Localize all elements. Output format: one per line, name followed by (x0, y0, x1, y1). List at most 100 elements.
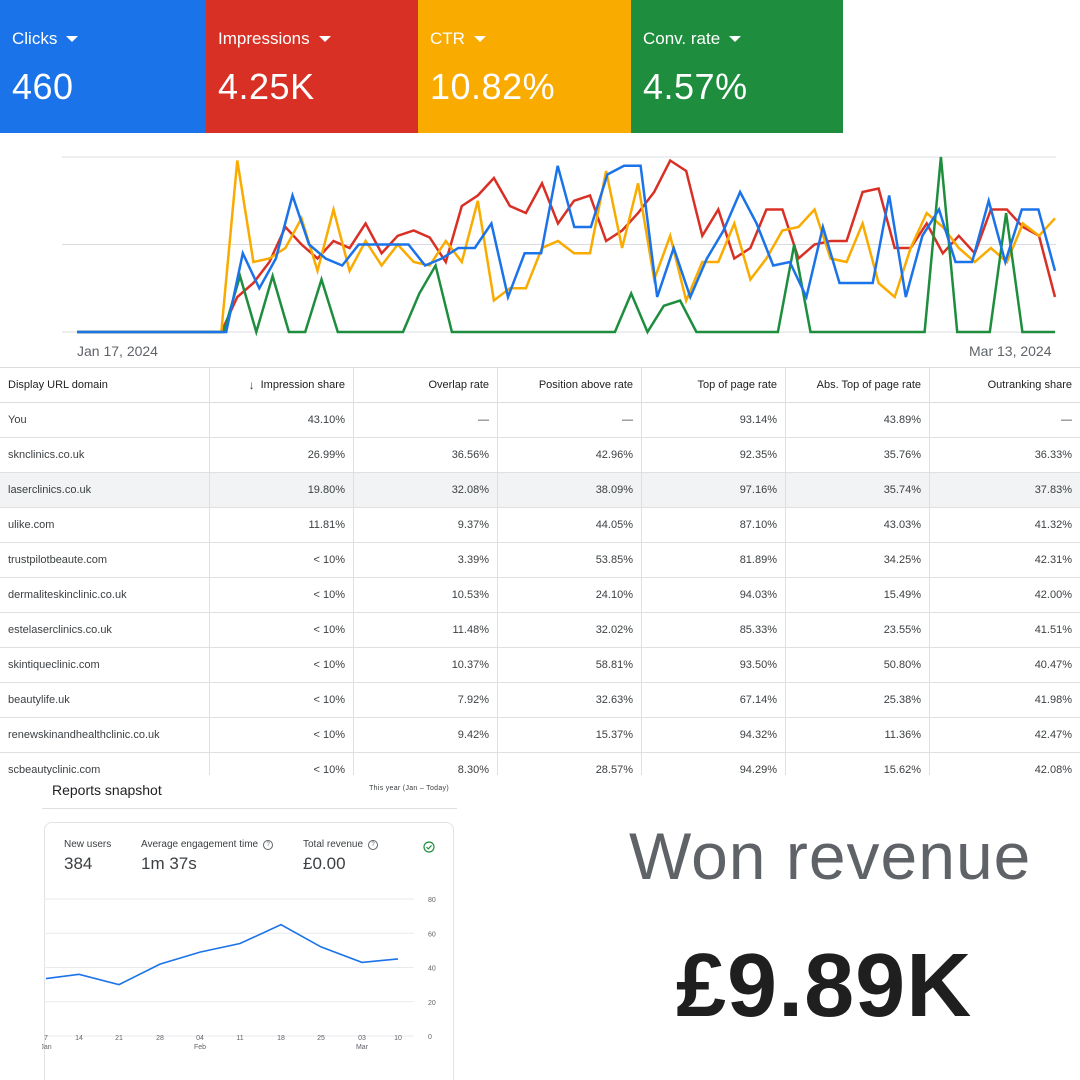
x-tick-label: 10 (394, 1035, 402, 1042)
value-cell: 15.62% (786, 753, 930, 775)
value-cell: 36.56% (354, 438, 498, 472)
column-header-position-above-rate[interactable]: Position above rate (498, 368, 642, 402)
value-cell: 50.80% (786, 648, 930, 682)
sort-arrow-down-icon[interactable]: ↓ (248, 378, 255, 392)
value-cell: 42.31% (1034, 554, 1072, 566)
help-icon[interactable]: ? (263, 839, 274, 850)
table-row[interactable]: trustpilotbeaute.com < 10% 3.39% 53.85% 81.8… (0, 543, 1080, 578)
value-cell: 32.63% (498, 683, 642, 717)
metric-label: Conv. rate (643, 29, 721, 48)
metric-value: 460 (12, 66, 74, 107)
metric-cards: Clicks 460 Impressions 4.25K CTR 10.82% … (0, 0, 843, 133)
metric-card-conv-rate[interactable]: Conv. rate 4.57% (631, 0, 843, 133)
value-cell: 53.85% (498, 543, 642, 577)
value-cell: 32.02% (498, 613, 642, 647)
metric-card-impressions[interactable]: Impressions 4.25K (206, 0, 418, 133)
value-cell: < 10% (210, 543, 354, 577)
metric-value: £0.00 (303, 854, 346, 873)
metric-card-clicks[interactable]: Clicks 460 (0, 0, 206, 133)
value-cell: 3.39% (354, 543, 498, 577)
metric-label: New users (64, 839, 112, 850)
value-cell: — (354, 403, 498, 437)
x-tick-label: 25 (317, 1035, 325, 1042)
column-header-abs-top-of-page-rate[interactable]: Abs. Top of page rate (786, 368, 930, 402)
table-row[interactable]: skintiqueclinic.com < 10% 10.37% 58.81% 93.5… (0, 648, 1080, 683)
value-cell: 41.98% (1034, 694, 1072, 706)
table-row[interactable]: sknclinics.co.uk 26.99% 36.56% 42.96% 92.35%… (0, 438, 1080, 473)
table-row[interactable]: scbeautyclinic.com < 10% 8.30% 28.57% 94.29%… (0, 753, 1080, 775)
table-row[interactable]: laserclinics.co.uk 19.80% 32.08% 38.09% 97.1… (0, 473, 1080, 508)
value-cell: 28.57% (498, 753, 642, 775)
column-header-top-of-page-rate[interactable]: Top of page rate (642, 368, 786, 402)
series-line-clicks (77, 164, 1057, 334)
metric-total-revenue[interactable]: Total revenue? £0.00 (303, 839, 379, 874)
value-cell: 9.42% (354, 718, 498, 752)
value-cell: 92.35% (642, 438, 786, 472)
value-cell: 93.14% (642, 403, 786, 437)
table-row[interactable]: beautylife.uk < 10% 7.92% 32.63% 67.14% 25.38… (0, 683, 1080, 718)
value-cell: 94.29% (642, 753, 786, 775)
metric-new-users[interactable]: New users 384 (64, 839, 111, 874)
value-cell: < 10% (210, 683, 354, 717)
table-row[interactable]: dermaliteskinclinic.co.uk < 10% 10.53% 24.1… (0, 578, 1080, 613)
value-cell: — (1061, 414, 1072, 426)
table-row[interactable]: renewskinandhealthclinic.co.uk < 10% 9.42%… (0, 718, 1080, 753)
y-tick-label: 0 (428, 1034, 432, 1041)
help-icon[interactable]: ? (368, 839, 379, 850)
value-cell: < 10% (210, 753, 354, 775)
x-tick-label: 21 (115, 1035, 123, 1042)
x-tick-label: 11 (236, 1035, 243, 1042)
column-header-overlap-rate[interactable]: Overlap rate (354, 368, 498, 402)
series-line-impressions (77, 158, 1057, 334)
value-cell: 32.08% (354, 473, 498, 507)
series-line-ctr (77, 160, 1056, 334)
value-cell: < 10% (210, 718, 354, 752)
x-tick-label: 03 (358, 1035, 366, 1042)
value-cell: 34.25% (786, 543, 930, 577)
x-tick-sublabel: Jan (42, 1044, 52, 1051)
value-cell: 94.03% (642, 578, 786, 612)
x-tick-label: 18 (277, 1035, 285, 1042)
snapshot-card: New users 384 Average engagement time? 1… (44, 822, 454, 1080)
table-row[interactable]: estelaserclinics.co.uk < 10% 11.48% 32.02% 8… (0, 613, 1080, 648)
caret-down-icon[interactable] (66, 36, 79, 42)
performance-line-chart (62, 156, 1057, 337)
caret-down-icon[interactable] (473, 36, 486, 42)
metric-avg-engagement[interactable]: Average engagement time? 1m 37s (141, 839, 274, 874)
metric-value: 10.82% (430, 66, 556, 107)
value-cell: 40.47% (1034, 659, 1072, 671)
table-row[interactable]: You 43.10% — —93.14% 43.89% — (0, 403, 1080, 438)
metric-label: Impressions (218, 29, 310, 48)
metric-label: Clicks (12, 29, 58, 48)
x-tick-label: 7 (44, 1035, 48, 1042)
x-axis-start-label: Jan 17, 2024 (77, 343, 158, 359)
reports-snapshot-panel: Reports snapshot This year (Jan – Today)… (42, 776, 457, 1080)
domain-cell: trustpilotbeaute.com (0, 543, 210, 577)
value-cell: 58.81% (498, 648, 642, 682)
x-tick-sublabel: Mar (356, 1044, 369, 1051)
series-line-conv-rate (77, 156, 1055, 337)
value-cell: 43.89% (786, 403, 930, 437)
y-tick-label: 40 (428, 966, 436, 973)
metric-label: CTR (430, 29, 465, 48)
column-header-outranking-share[interactable]: Outranking share (987, 379, 1072, 391)
value-cell: 15.49% (786, 578, 930, 612)
value-cell: 41.51% (1034, 624, 1072, 636)
metric-card-ctr[interactable]: CTR 10.82% (418, 0, 631, 133)
value-cell: 42.96% (498, 438, 642, 472)
date-range-selector[interactable]: This year (Jan – Today) (369, 785, 449, 792)
x-tick-label: 28 (156, 1035, 164, 1042)
x-tick-sublabel: Feb (194, 1044, 206, 1051)
value-cell: 11.48% (354, 613, 498, 647)
won-revenue-title: Won revenue (629, 819, 1032, 893)
value-cell: 7.92% (354, 683, 498, 717)
column-header-domain[interactable]: Display URL domain (0, 368, 210, 402)
value-cell: 97.16% (642, 473, 786, 507)
column-header-impression-share[interactable]: ↓ Impression share (210, 368, 354, 402)
table-row[interactable]: ulike.com 11.81% 9.37% 44.05% 87.10% 43.03% 41… (0, 508, 1080, 543)
caret-down-icon[interactable] (729, 36, 742, 42)
value-cell: 42.08% (1034, 764, 1072, 775)
value-cell: 35.74% (786, 473, 930, 507)
caret-down-icon[interactable] (318, 36, 331, 42)
domain-cell: beautylife.uk (0, 683, 210, 717)
